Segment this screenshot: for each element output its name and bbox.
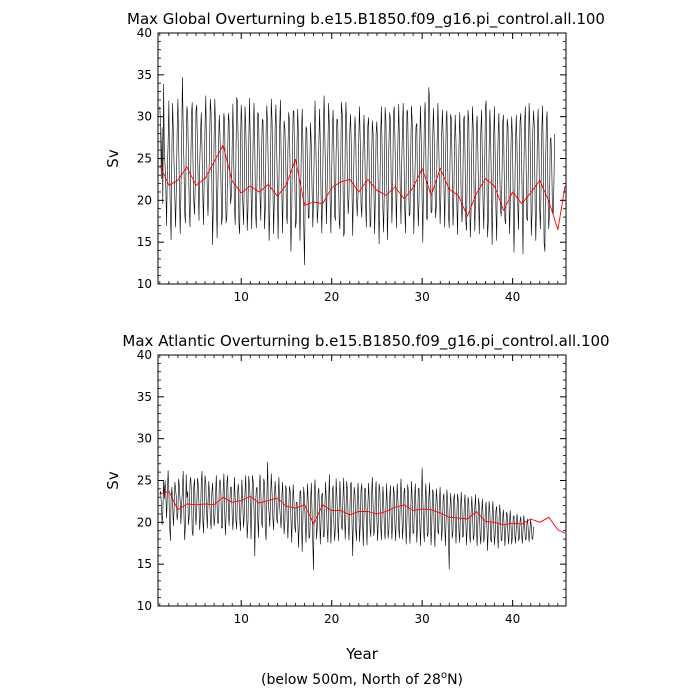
y-tick-label: 20 — [137, 193, 152, 207]
x-axis-label: Year — [345, 645, 379, 663]
x-tick-label: 20 — [324, 290, 339, 304]
figure-caption: (below 500m, North of 28oN) — [261, 670, 463, 688]
x-tick-label: 10 — [234, 612, 249, 626]
x-tick-label: 20 — [324, 612, 339, 626]
plot-frame — [157, 354, 567, 607]
y-tick-label: 35 — [137, 390, 152, 404]
y-tick-label: 15 — [137, 235, 152, 249]
y-tick-label: 10 — [137, 599, 152, 613]
y-tick-label: 40 — [137, 26, 152, 40]
y-tick-label: 25 — [137, 152, 152, 166]
caption-suffix: N) — [447, 672, 463, 688]
panel-global-overturning: Max Global Overturning b.e15.B1850.f09_g… — [104, 10, 605, 304]
chart-title: Max Atlantic Overturning b.e15.B1850.f09… — [122, 332, 609, 351]
x-tick-label: 40 — [505, 290, 520, 304]
x-tick-label: 10 — [234, 290, 249, 304]
y-tick-label: 10 — [137, 277, 152, 291]
y-tick-label: 40 — [137, 348, 152, 362]
y-tick-label: 35 — [137, 68, 152, 82]
y-tick-label: 30 — [137, 110, 152, 124]
x-tick-label: 40 — [505, 612, 520, 626]
x-tick-label: 30 — [415, 290, 430, 304]
panel-atlantic-overturning: Max Atlantic Overturning b.e15.B1850.f09… — [104, 332, 610, 663]
y-tick-label: 30 — [137, 432, 152, 446]
chart-title: Max Global Overturning b.e15.B1850.f09_g… — [127, 10, 605, 29]
x-tick-label: 30 — [415, 612, 430, 626]
annual-mean-series-line — [159, 144, 566, 231]
annual-mean-series-line — [159, 490, 566, 534]
y-axis-label: Sv — [104, 471, 122, 490]
monthly-series-line — [159, 461, 534, 571]
caption-degree-superscript: o — [441, 670, 447, 681]
monthly-series-line — [159, 77, 555, 266]
y-tick-label: 20 — [137, 515, 152, 529]
plot-frame — [157, 32, 567, 285]
y-tick-label: 25 — [137, 474, 152, 488]
caption-prefix: (below 500m, North of 28 — [261, 672, 441, 688]
y-axis-label: Sv — [104, 149, 122, 168]
y-tick-label: 15 — [137, 557, 152, 571]
